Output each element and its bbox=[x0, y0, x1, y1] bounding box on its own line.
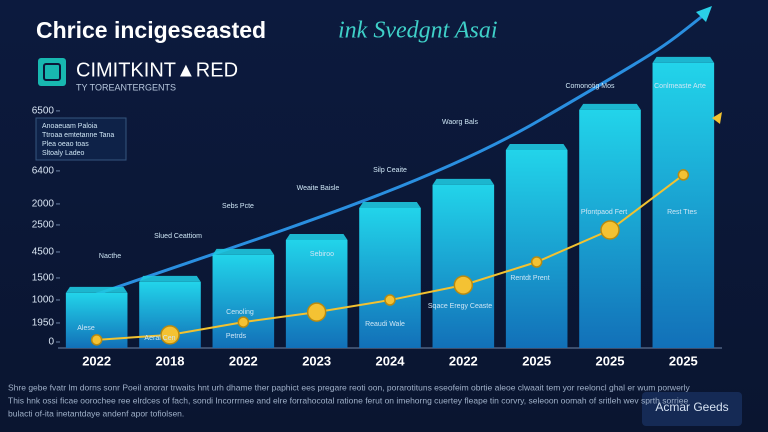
y-tick-label: 0 bbox=[48, 337, 54, 348]
bar-top bbox=[139, 275, 201, 282]
annotation: Aeral Cen bbox=[144, 335, 175, 342]
annotation: Sqace Eregy Ceaste bbox=[428, 303, 492, 310]
trend-coin bbox=[530, 256, 543, 268]
annotation: Waorg Bals bbox=[442, 119, 478, 126]
bar bbox=[432, 184, 495, 348]
footer-text: This hnk ossi ficae oorochee ree elrdces… bbox=[8, 395, 688, 405]
brand: Acmar Geeds bbox=[655, 400, 728, 414]
trend-arrow bbox=[712, 112, 722, 124]
trend-coin bbox=[160, 325, 180, 345]
y-tick-label: 4500 bbox=[32, 247, 55, 258]
legend-note: Anoaeuam Paloia bbox=[42, 123, 97, 130]
y-tick-label: 1000 bbox=[32, 295, 55, 306]
annotation: Alese bbox=[77, 325, 95, 332]
annotation: Conlmeaste Arte bbox=[654, 83, 706, 90]
y-tick-label: 1500 bbox=[32, 273, 55, 284]
annotation: Nacthe bbox=[99, 253, 121, 260]
y-tick-label: 6400 bbox=[32, 166, 55, 177]
bar-top bbox=[65, 286, 128, 293]
x-tick-label: 2025 bbox=[596, 353, 625, 368]
y-tick-label: 6500 bbox=[32, 106, 55, 117]
bar-top bbox=[432, 178, 495, 185]
x-tick-label: 2022 bbox=[229, 353, 258, 368]
annotation: Silp Ceaite bbox=[373, 167, 407, 174]
bar bbox=[212, 254, 275, 348]
trend-coin bbox=[600, 220, 620, 240]
x-tick-label: 2025 bbox=[669, 353, 698, 368]
growth-arrow bbox=[79, 12, 706, 302]
trend-coin bbox=[677, 169, 690, 181]
legend-note: Ttroaa emtetanne Tana bbox=[42, 132, 114, 139]
bar-top bbox=[505, 144, 568, 150]
annotation: Sebiroo bbox=[310, 251, 334, 258]
x-tick-label: 2024 bbox=[376, 353, 406, 368]
trend-coin bbox=[453, 275, 474, 295]
annotation: Comonotig Mos bbox=[565, 83, 615, 90]
arrow-head bbox=[696, 6, 712, 22]
bar-top bbox=[652, 56, 715, 63]
bar bbox=[652, 62, 715, 349]
x-tick-label: 2018 bbox=[156, 353, 185, 368]
annotation: Rest Ttes bbox=[667, 209, 697, 216]
bar-top bbox=[285, 233, 348, 240]
logo-icon bbox=[38, 58, 66, 86]
footer-text: bulacti of-ita inetantdaye andenf apor t… bbox=[8, 408, 184, 418]
legend-box bbox=[35, 117, 127, 161]
x-tick-label: 2022 bbox=[449, 353, 478, 368]
bar-top bbox=[579, 103, 641, 110]
bar bbox=[285, 239, 348, 348]
bar-top bbox=[212, 248, 275, 255]
annotation: Sebs Pcte bbox=[222, 203, 254, 210]
annotation: Cenoling bbox=[226, 309, 254, 316]
footer-text: Shre gebe fvatr lm dorns sonr Poeil anor… bbox=[8, 382, 691, 392]
brand-box bbox=[642, 392, 742, 426]
logo-icon-inner bbox=[43, 63, 61, 81]
trend-coin bbox=[306, 302, 327, 322]
annotation: Reaudi Wale bbox=[365, 321, 405, 328]
y-tick-label: 2500 bbox=[32, 220, 55, 231]
annotation: Petrds bbox=[226, 333, 247, 340]
chart-title: Chrice incigeseasted bbox=[36, 17, 266, 43]
trend-coin bbox=[384, 294, 396, 306]
y-tick-label: 1950 bbox=[32, 318, 55, 329]
annotation: Pfontpaod Fert bbox=[581, 209, 627, 216]
x-tick-label: 2023 bbox=[302, 353, 331, 368]
x-tick-label: 2022 bbox=[82, 353, 111, 368]
x-tick-label: 2025 bbox=[522, 353, 551, 368]
annotation: Rentdt Prent bbox=[510, 275, 549, 282]
trend-coin bbox=[90, 334, 103, 346]
annotation: Weaite Baisle bbox=[297, 185, 340, 192]
bar bbox=[359, 207, 421, 348]
bar-top bbox=[359, 201, 421, 208]
subtitle: TY TOREANTERGENTS bbox=[76, 82, 176, 92]
title-script: ink Svedgnt Asai bbox=[338, 18, 498, 44]
annotation: Slued Ceattiom bbox=[154, 233, 202, 240]
bar bbox=[505, 150, 568, 348]
y-tick-label: 2000 bbox=[32, 199, 55, 210]
legend-note: Sltoaly Ladeo bbox=[42, 150, 85, 157]
trend-coin bbox=[237, 316, 250, 328]
logo-text: CIMITKINT▲RED bbox=[76, 59, 238, 81]
legend-note: Plea oeao toas bbox=[42, 141, 89, 148]
